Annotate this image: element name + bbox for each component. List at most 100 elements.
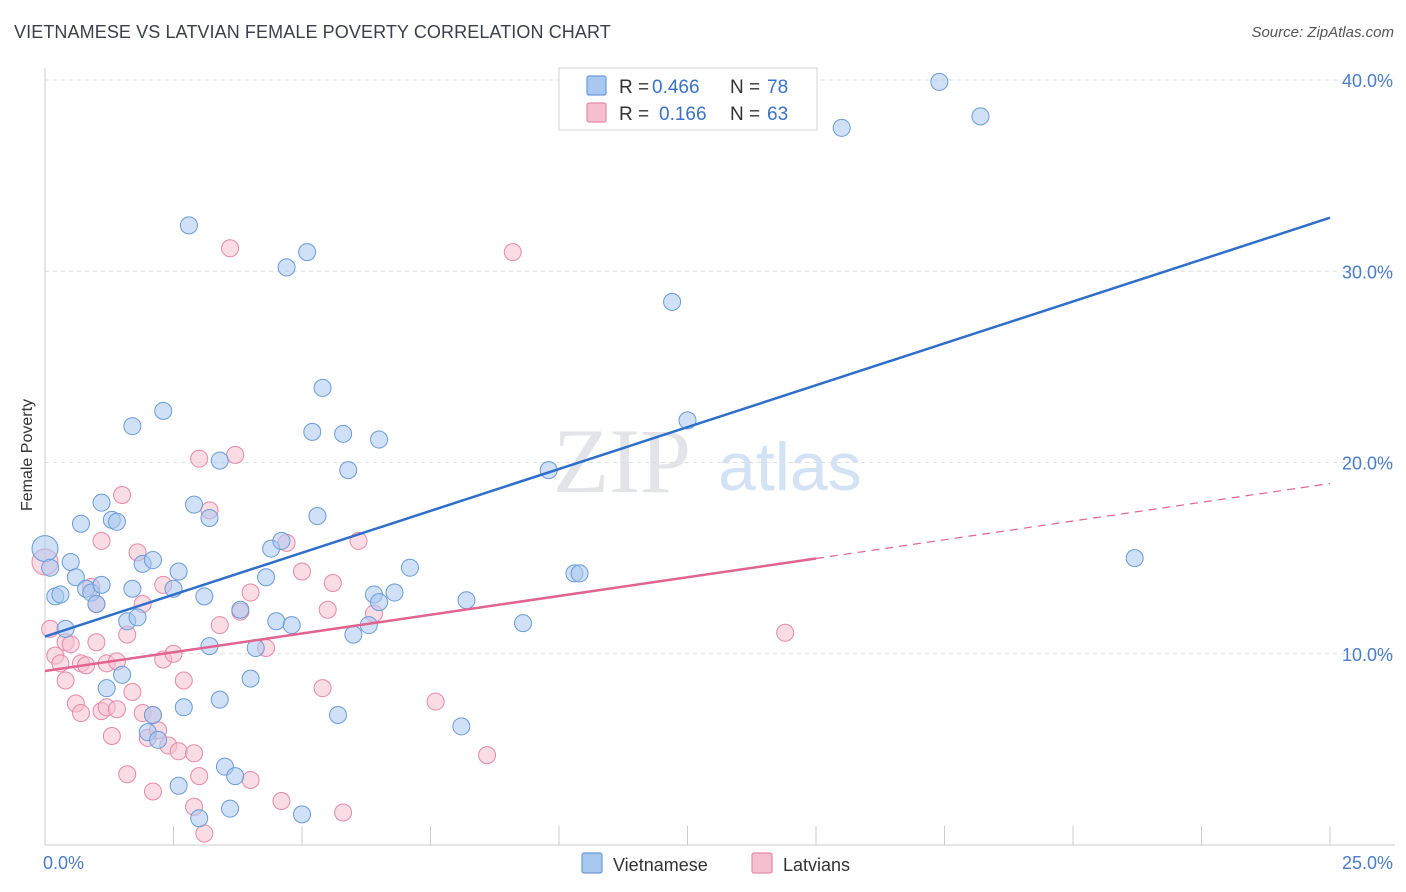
latvian-point: [87, 633, 106, 652]
latvian-point: [293, 562, 311, 581]
vietnamese-point: [344, 625, 363, 644]
latvian-point: [776, 623, 795, 642]
vietnamese-point: [570, 564, 589, 583]
latvian-point: [318, 600, 337, 619]
vietnamese-point: [123, 579, 142, 598]
vietnamese-point: [1125, 549, 1144, 568]
legend-swatch-vietnamese: [586, 75, 607, 96]
latvian-point: [71, 704, 90, 723]
latvian-point: [190, 767, 209, 786]
latvian-point: [195, 824, 214, 843]
x-tick-label: 25.0%: [1342, 853, 1393, 873]
vietnamese-point: [210, 690, 229, 709]
latvian-point: [190, 449, 209, 468]
latvian-point: [313, 679, 332, 698]
source-label: Source: ZipAtlas.com: [1251, 24, 1394, 41]
vietnamese-point: [272, 531, 291, 550]
vietnamese-point: [339, 461, 358, 480]
latvian-point: [113, 486, 132, 505]
vietnamese-point: [385, 583, 404, 602]
latvian-point: [221, 239, 240, 258]
vietnamese-point: [241, 669, 260, 688]
legend-n-label: N =: [730, 104, 760, 125]
trend-line-latvians-extension: [815, 482, 1331, 560]
vietnamese-point: [195, 587, 214, 606]
vietnamese-point: [107, 512, 126, 531]
latvian-point: [503, 243, 522, 262]
vietnamese-point: [51, 585, 70, 604]
vietnamese-point: [71, 514, 90, 533]
vietnamese-point: [143, 705, 162, 724]
vietnamese-point: [41, 558, 60, 577]
vietnamese-point: [452, 717, 471, 736]
watermark-atlas: atlas: [718, 429, 862, 505]
y-tick-label: 20.0%: [1342, 454, 1393, 474]
legend: R = 0.466 N = 78 R = 0.166 N = 63: [558, 67, 818, 131]
tick-labels: 10.0% 20.0% 30.0% 40.0% 0.0% 25.0%: [43, 71, 1393, 873]
vietnamese-point: [61, 552, 80, 571]
vietnamese-point: [210, 451, 229, 470]
vietnamese-point: [169, 562, 188, 581]
vietnamese-point: [92, 575, 111, 594]
latvian-point: [169, 742, 188, 761]
bottom-legend: Vietnamese Latvians: [581, 852, 850, 875]
vietnamese-point: [123, 417, 142, 436]
vietnamese-point: [971, 107, 990, 126]
latvian-point: [56, 671, 75, 690]
latvian-point: [210, 616, 229, 635]
vietnamese-point: [31, 535, 59, 563]
vietnamese-point: [457, 591, 476, 610]
trend-line-latvians: [44, 557, 817, 673]
vietnamese-point: [277, 258, 296, 277]
vietnamese-point: [113, 665, 132, 684]
vietnamese-point: [143, 551, 162, 570]
bottom-legend-swatch-latvians: [751, 852, 773, 874]
vietnamese-point: [221, 799, 240, 818]
legend-n-value: 78: [767, 77, 788, 98]
vietnamese-point: [231, 600, 250, 619]
vietnamese-point: [226, 767, 245, 786]
vietnamese-point: [97, 679, 116, 698]
vietnamese-point: [174, 698, 193, 717]
latvian-point: [241, 770, 260, 789]
bottom-legend-label-latvians: Latvians: [783, 855, 850, 875]
vietnamese-point: [328, 705, 347, 724]
y-tick-label: 10.0%: [1342, 645, 1393, 665]
latvian-points: [31, 239, 795, 843]
grid-lines: [45, 79, 1395, 655]
latvian-point: [272, 792, 291, 811]
legend-r-value: 0.466: [652, 77, 700, 98]
latvian-point: [92, 531, 111, 550]
latvian-point: [226, 445, 245, 464]
vietnamese-point: [200, 508, 219, 527]
vietnamese-point: [930, 72, 949, 91]
latvian-point: [118, 765, 137, 784]
vietnamese-point: [514, 614, 533, 633]
vietnamese-point: [293, 805, 311, 824]
legend-swatch-latvians: [586, 102, 607, 123]
latvian-point: [123, 683, 142, 701]
latvian-point: [102, 726, 121, 745]
legend-n-value: 63: [767, 104, 788, 125]
vietnamese-point: [149, 730, 168, 749]
y-tick-label: 30.0%: [1342, 262, 1393, 282]
vietnamese-point: [179, 216, 198, 235]
legend-r-label: R =: [619, 104, 649, 125]
vietnamese-point: [370, 593, 389, 612]
latvian-point: [241, 583, 260, 602]
latvian-point: [478, 746, 497, 765]
legend-r-label: R =: [619, 77, 649, 98]
latvian-point: [174, 671, 193, 690]
vietnamese-point: [298, 243, 317, 262]
vietnamese-point: [308, 507, 327, 526]
vietnamese-point: [313, 378, 332, 397]
vietnamese-point: [87, 595, 106, 614]
watermark-zip: ZIP: [553, 410, 691, 512]
vietnamese-point: [92, 493, 111, 512]
vietnamese-point: [154, 401, 173, 420]
vietnamese-point: [400, 558, 419, 577]
vietnamese-point: [190, 809, 209, 828]
bottom-legend-swatch-vietnamese: [581, 852, 603, 874]
vietnamese-point: [185, 495, 204, 514]
